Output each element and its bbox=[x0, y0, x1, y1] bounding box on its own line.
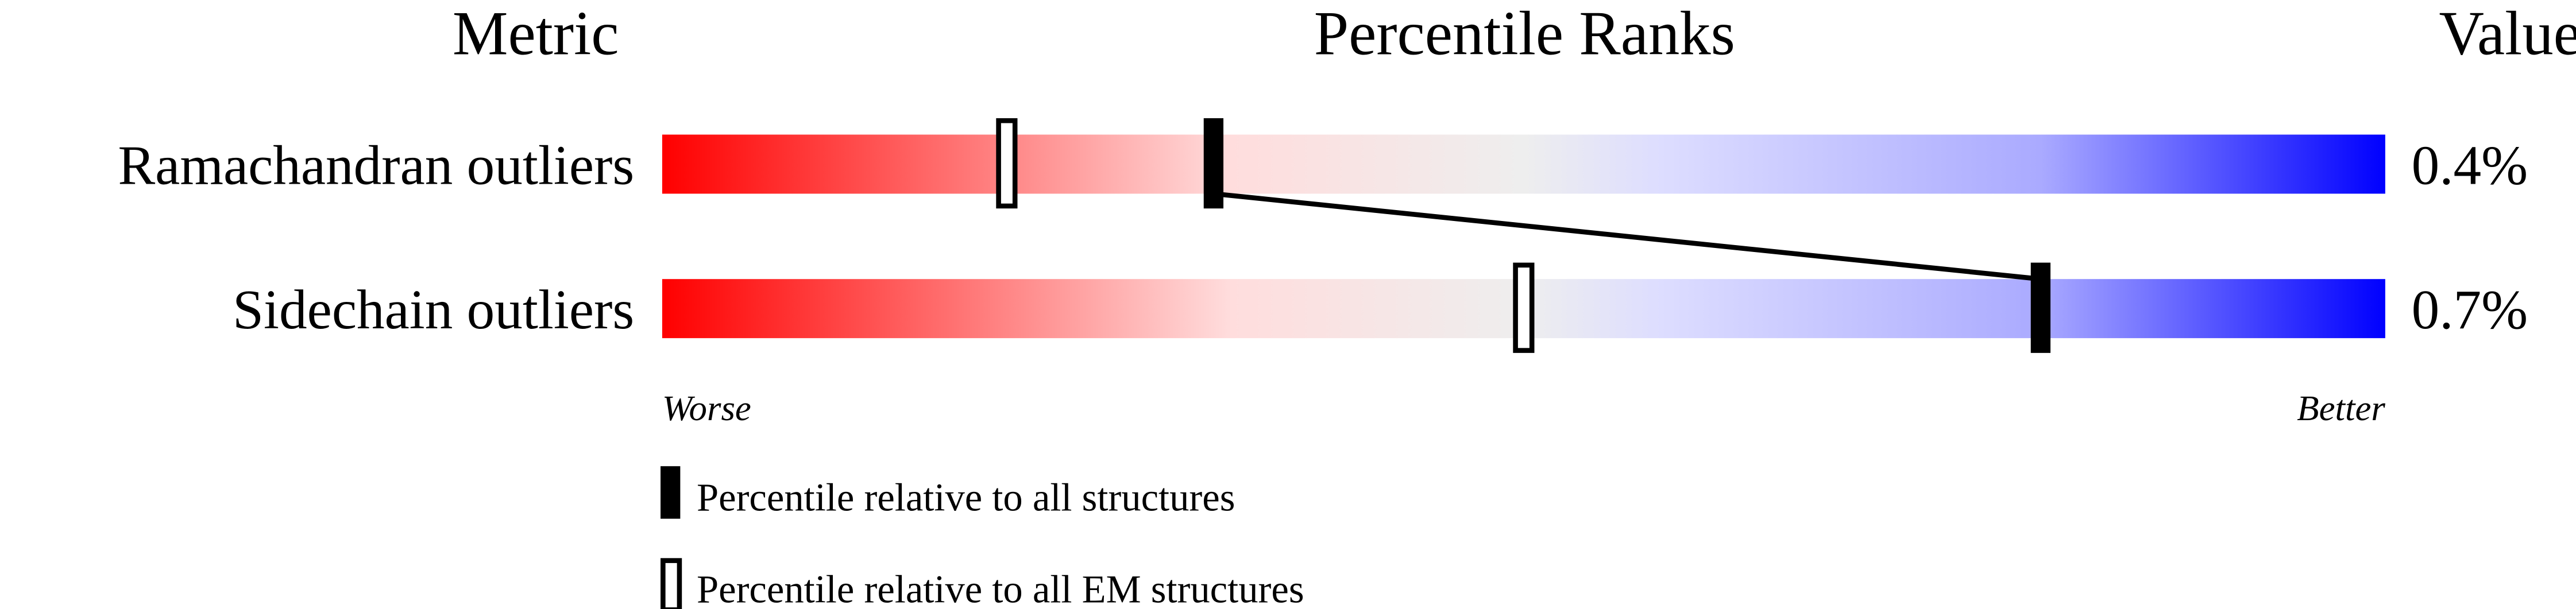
legend-all-structures: Percentile relative to all structures bbox=[697, 475, 1235, 519]
header-value: Value bbox=[2439, 0, 2576, 68]
legend-em-structures: Percentile relative to all EM structures bbox=[697, 568, 1304, 609]
metric-label: Sidechain outliers bbox=[233, 279, 634, 341]
header-metric: Metric bbox=[453, 0, 619, 68]
em-percentile-marker bbox=[1513, 262, 1535, 353]
legend-filled-marker bbox=[661, 466, 681, 519]
worse-label: Worse bbox=[662, 388, 751, 428]
header-percentile-ranks: Percentile Ranks bbox=[1314, 0, 1735, 68]
percentile-bar bbox=[662, 134, 2385, 194]
better-label: Better bbox=[2297, 388, 2385, 428]
em-percentile-marker bbox=[996, 118, 1018, 209]
legend-open-marker bbox=[661, 558, 682, 609]
connector-line bbox=[1213, 191, 2041, 282]
metric-label: Ramachandran outliers bbox=[118, 134, 634, 196]
metric-value: 0.4% bbox=[2412, 134, 2528, 196]
metric-value: 0.7% bbox=[2412, 279, 2528, 341]
